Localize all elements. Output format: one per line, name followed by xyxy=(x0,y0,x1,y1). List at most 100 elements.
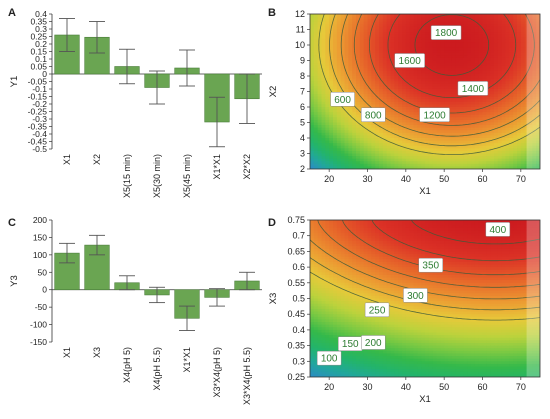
field-cell xyxy=(336,109,342,113)
field-cell xyxy=(375,91,380,95)
field-cell xyxy=(352,254,357,258)
field-cell xyxy=(405,73,411,77)
field-cell xyxy=(352,19,357,23)
field-cell xyxy=(478,39,484,44)
field-cell xyxy=(413,125,418,129)
field-cell xyxy=(356,70,361,75)
field-cell xyxy=(486,156,491,160)
field-cell xyxy=(536,166,540,169)
field-cell xyxy=(474,225,480,229)
field-cell xyxy=(432,63,438,67)
field-cell xyxy=(321,94,326,98)
field-cell xyxy=(382,225,388,229)
field-cell xyxy=(448,68,453,72)
field-cell xyxy=(440,140,445,144)
field-cell xyxy=(444,76,449,80)
field-cell xyxy=(536,125,540,129)
field-cell xyxy=(463,222,468,226)
field-cell xyxy=(386,225,392,229)
field-cell xyxy=(398,122,403,126)
field-cell xyxy=(348,76,353,80)
field-cell xyxy=(310,163,315,168)
field-cell xyxy=(451,225,457,229)
field-cell xyxy=(482,70,487,75)
field-cell xyxy=(394,81,399,85)
field-cell xyxy=(379,140,384,144)
field-cell xyxy=(413,117,418,121)
field-cell xyxy=(379,138,384,142)
field-cell xyxy=(386,81,392,85)
x-category-label: X3 xyxy=(92,347,102,358)
field-cell xyxy=(375,57,380,62)
field-cell xyxy=(471,122,476,126)
field-cell xyxy=(478,148,484,152)
field-cell xyxy=(394,261,399,266)
field-cell xyxy=(375,68,380,72)
field-cell xyxy=(325,259,330,263)
field-cell xyxy=(536,60,540,64)
field-cell xyxy=(313,16,319,20)
field-cell xyxy=(352,158,357,162)
field-cell xyxy=(363,57,369,62)
field-cell xyxy=(467,50,472,54)
field-cell xyxy=(367,161,372,165)
field-cell xyxy=(448,246,453,250)
field-cell xyxy=(509,145,514,149)
field-cell xyxy=(524,130,530,134)
field-cell xyxy=(432,132,438,137)
field-cell xyxy=(440,42,445,46)
field-cell xyxy=(409,96,415,100)
field-cell xyxy=(494,166,499,169)
field-cell xyxy=(409,235,415,239)
field-cell xyxy=(333,34,338,38)
field-cell xyxy=(520,63,526,67)
field-cell xyxy=(371,222,376,226)
field-cell xyxy=(321,37,326,41)
field-cell xyxy=(359,122,365,126)
field-cell xyxy=(459,19,464,23)
field-cell xyxy=(382,148,388,152)
field-cell xyxy=(375,153,380,157)
field-cell xyxy=(532,14,537,18)
field-cell xyxy=(448,52,453,56)
field-cell xyxy=(532,254,537,258)
field-cell xyxy=(310,16,315,20)
field-cell xyxy=(505,267,510,271)
field-cell xyxy=(333,132,338,137)
field-cell xyxy=(520,117,526,121)
field-cell xyxy=(333,109,338,113)
field-cell xyxy=(486,70,491,75)
field-cell xyxy=(336,26,342,31)
field-cell xyxy=(405,238,411,242)
y-tick-label: 150 xyxy=(33,232,47,242)
field-cell xyxy=(375,127,380,131)
field-cell xyxy=(344,83,349,87)
field-cell xyxy=(402,140,407,144)
field-cell xyxy=(371,138,376,142)
field-cell xyxy=(455,150,461,155)
field-cell xyxy=(501,107,507,111)
field-cell xyxy=(394,88,399,93)
field-cell xyxy=(440,143,445,147)
field-cell xyxy=(448,261,453,266)
field-cell xyxy=(517,117,522,121)
field-cell xyxy=(459,127,464,131)
field-cell xyxy=(386,26,392,31)
field-cell xyxy=(340,246,346,250)
field-cell xyxy=(505,148,510,152)
field-cell xyxy=(440,158,445,162)
field-cell xyxy=(520,101,526,106)
field-cell xyxy=(501,246,507,250)
field-cell xyxy=(336,143,342,147)
field-cell xyxy=(425,94,430,98)
field-cell xyxy=(528,83,533,87)
field-cell xyxy=(329,267,334,271)
field-cell xyxy=(455,145,461,149)
field-cell xyxy=(494,94,499,98)
field-cell xyxy=(367,269,372,273)
field-cell xyxy=(367,220,372,224)
field-cell xyxy=(336,156,342,160)
field-cell xyxy=(421,70,426,75)
field-cell xyxy=(467,65,472,69)
field-cell xyxy=(356,50,361,54)
